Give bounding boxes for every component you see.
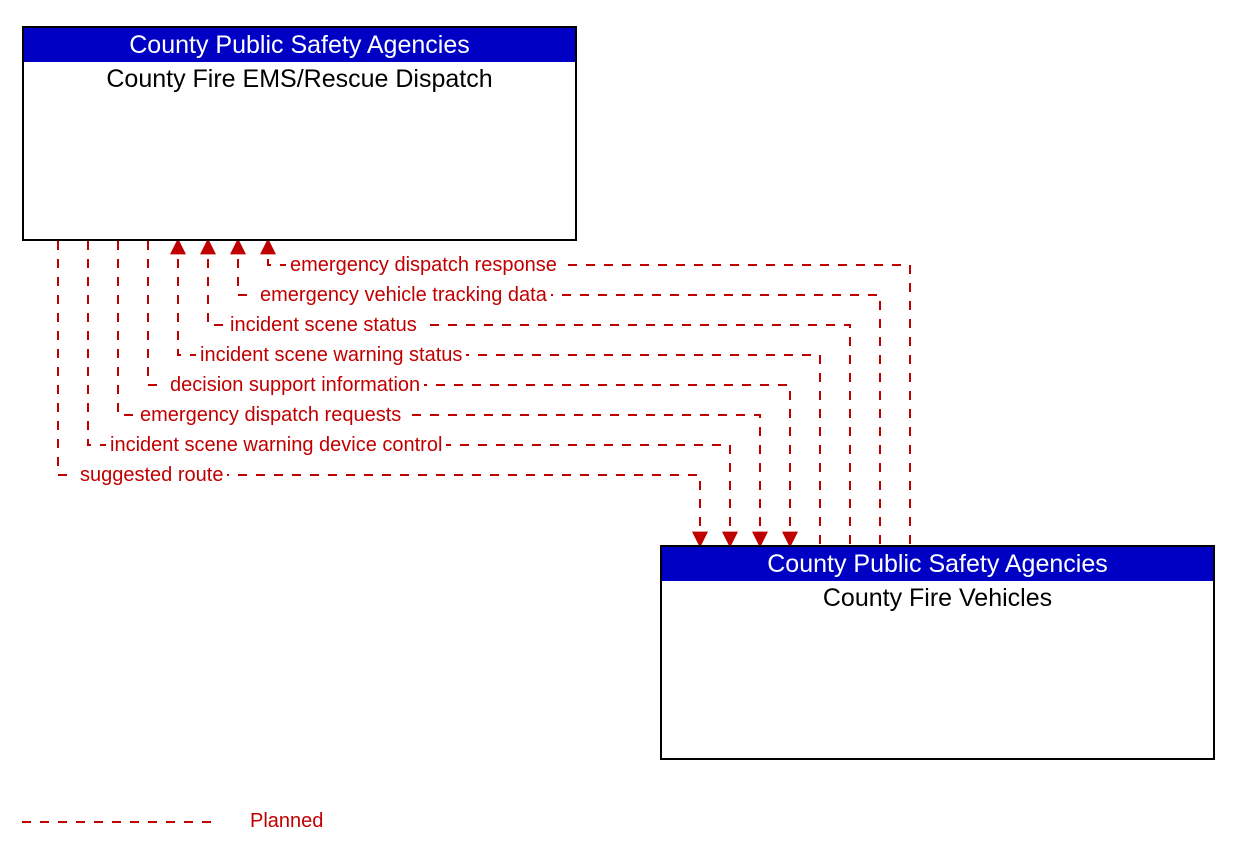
node-vehicles-header: County Public Safety Agencies <box>662 547 1213 581</box>
flow-label-suggested-route: suggested route <box>76 463 227 487</box>
node-dispatch: County Public Safety Agencies County Fir… <box>22 26 577 241</box>
flow-label-incident-scene-warning-device-control: incident scene warning device control <box>106 433 446 457</box>
flow-label-decision-support-information: decision support information <box>166 373 424 397</box>
legend-planned-label: Planned <box>250 810 323 833</box>
flow-label-incident-scene-warning-status: incident scene warning status <box>196 343 466 367</box>
flow-label-emergency-dispatch-response: emergency dispatch response <box>286 253 561 277</box>
flow-label-emergency-vehicle-tracking-data: emergency vehicle tracking data <box>256 283 551 307</box>
node-vehicles-title: County Fire Vehicles <box>662 581 1213 613</box>
architecture-flow-diagram: { "type": "flowchart", "canvas": { "widt… <box>0 0 1252 867</box>
flow-label-emergency-dispatch-requests: emergency dispatch requests <box>136 403 405 427</box>
node-dispatch-header: County Public Safety Agencies <box>24 28 575 62</box>
node-vehicles: County Public Safety Agencies County Fir… <box>660 545 1215 760</box>
flow-label-incident-scene-status: incident scene status <box>226 313 421 337</box>
node-dispatch-title: County Fire EMS/Rescue Dispatch <box>24 62 575 94</box>
